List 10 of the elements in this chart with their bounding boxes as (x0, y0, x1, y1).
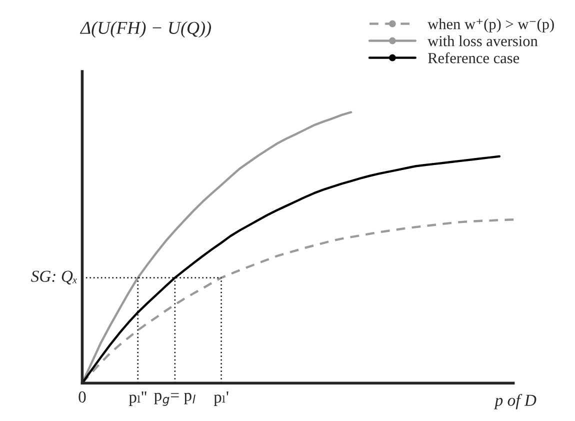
y-axis-title: Δ(U(FH) − U(Q)) (80, 21, 212, 38)
x-axis-title: p of D (494, 394, 536, 410)
annotation: pₗ'' (128, 392, 146, 406)
annotation: pₗ' (214, 392, 228, 406)
text: 0 (78, 391, 86, 403)
annotation: p$_{g}$= p$_{l}$ (154, 392, 196, 406)
legend-label: with loss aversion (428, 36, 538, 46)
ref-line-label: SG: Qₓ (31, 270, 77, 284)
legend-label: when w⁺(p) > w⁻(p) (428, 18, 554, 32)
legend-label: Reference case (428, 52, 520, 64)
